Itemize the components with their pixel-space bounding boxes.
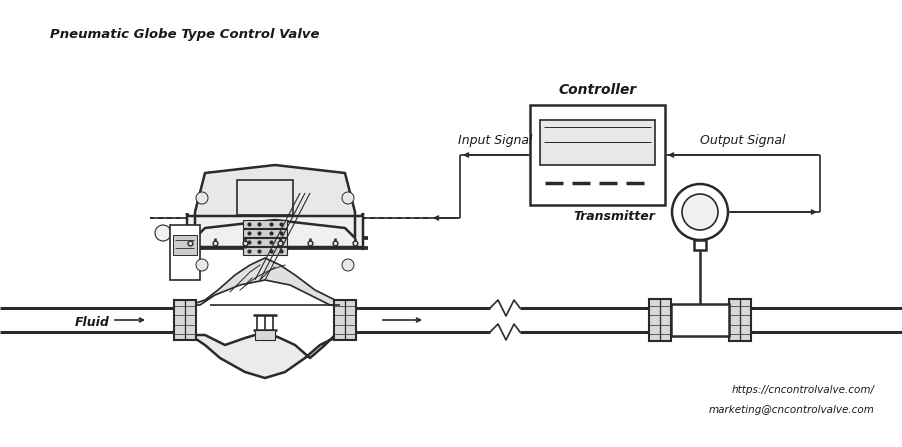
Bar [671, 304, 729, 336]
Text: Fluid: Fluid [75, 316, 110, 329]
Polygon shape [195, 165, 355, 238]
Text: Transmitter: Transmitter [573, 211, 655, 224]
Circle shape [196, 192, 208, 204]
Bar [237, 180, 293, 215]
Circle shape [682, 194, 718, 230]
Text: Controller: Controller [558, 83, 637, 97]
Bar [243, 247, 287, 255]
Text: Pneumatic Globe Type Control Valve: Pneumatic Globe Type Control Valve [50, 28, 319, 41]
Bar [540, 120, 655, 165]
Bar [243, 220, 287, 228]
FancyBboxPatch shape [187, 213, 363, 250]
Text: Input Signal: Input Signal [457, 134, 532, 147]
Text: Output Signal: Output Signal [700, 134, 786, 147]
Circle shape [672, 184, 728, 240]
Bar [255, 330, 275, 340]
Bar [649, 299, 671, 341]
Bar [174, 300, 196, 340]
Circle shape [196, 259, 208, 271]
Bar [729, 299, 751, 341]
Circle shape [155, 225, 171, 241]
Circle shape [342, 192, 354, 204]
Bar [173, 235, 197, 255]
Bar [170, 225, 200, 280]
Bar [243, 238, 287, 246]
Bar [530, 105, 665, 205]
Circle shape [342, 259, 354, 271]
Text: marketing@cncontrolvalve.com: marketing@cncontrolvalve.com [709, 405, 875, 415]
Circle shape [172, 267, 182, 277]
Bar [694, 240, 706, 250]
Bar [334, 300, 356, 340]
Polygon shape [190, 258, 340, 305]
Bar [243, 229, 287, 237]
Text: https://cncontrolvalve.com/: https://cncontrolvalve.com/ [732, 385, 875, 395]
Polygon shape [190, 332, 340, 378]
